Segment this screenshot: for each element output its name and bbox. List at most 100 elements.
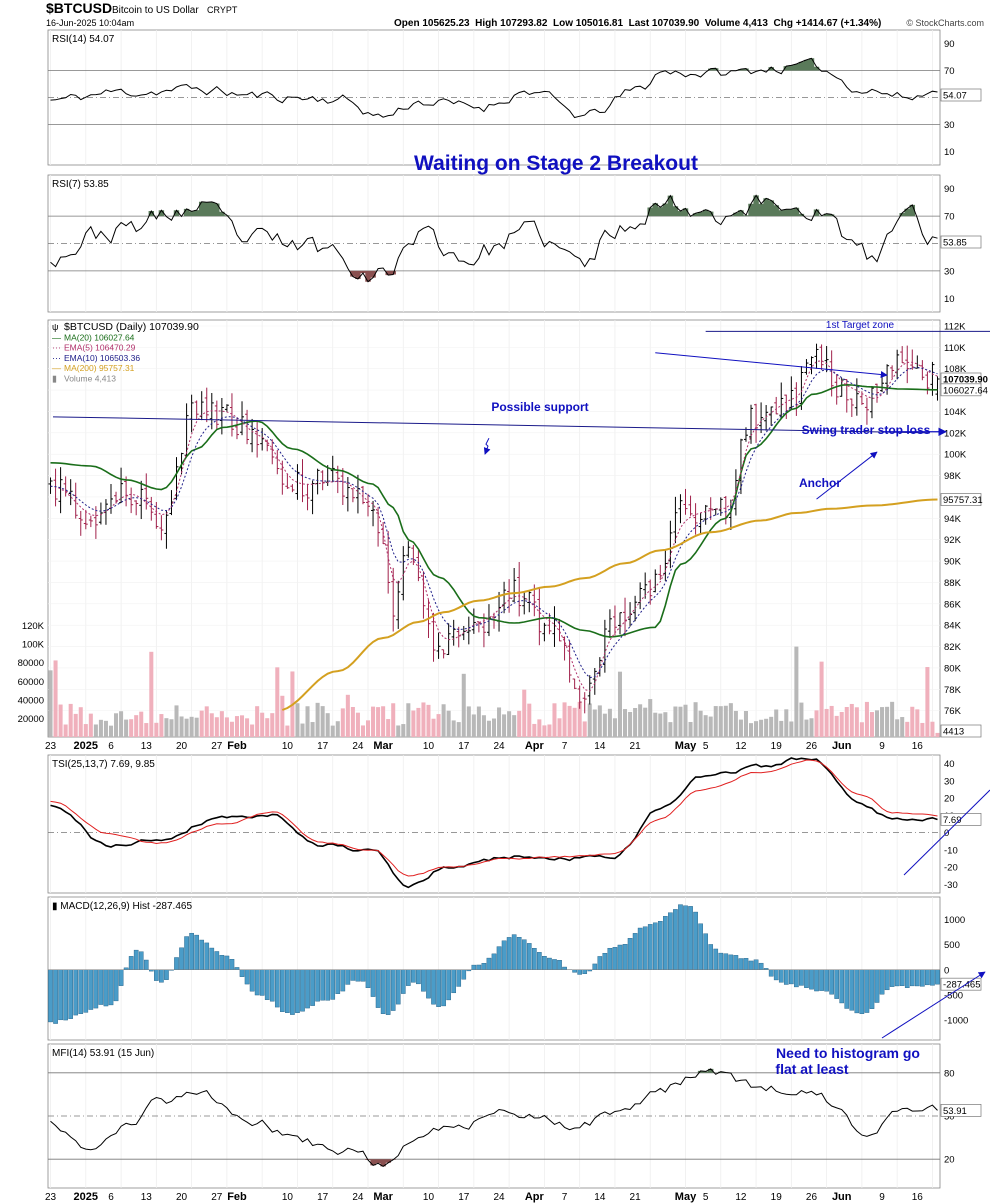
volume-tick-label: 80000 [18,658,44,669]
rsi7-panel-oversold-fill [350,270,396,282]
volume-bar [512,715,517,737]
mfi-panel-line [50,1068,938,1167]
volume-bar [703,715,708,737]
macd-histogram-bar [688,906,693,970]
macd-histogram-bar [572,969,577,973]
macd-histogram-bar [395,969,401,1005]
volume-bar [577,701,582,737]
macd-histogram-bar [915,969,920,987]
volume-bar [738,719,743,737]
volume-bar [275,667,280,737]
macd-histogram-bar [406,969,411,986]
mfi-panel-overbought-fill [697,1068,729,1073]
headline-annotation: Waiting on Stage 2 Breakout [414,152,698,175]
macd-histogram-bar [486,957,492,970]
volume-bar [869,712,874,737]
volume-bar [648,699,653,737]
x-axis-label: 9 [879,741,885,752]
volume-bar [799,702,804,737]
x-axis-label-bottom: 14 [594,1192,606,1203]
x-axis-label: 27 [211,741,223,752]
macd-histogram-bar [683,905,688,970]
volume-bar [320,706,325,737]
rsi14-panel-tick-label: 30 [944,120,955,131]
macd-histogram-bar [698,923,703,970]
x-axis-label: 24 [352,741,364,752]
mfi-panel-tick-label: 80 [944,1068,955,1079]
volume-bar [461,673,466,737]
macd-histogram-bar [703,933,708,970]
macd-histogram-bar [753,959,759,970]
volume-bar [83,724,88,737]
macd-histogram-bar [174,957,179,970]
x-axis-label: 19 [771,741,783,752]
x-axis-label: 12 [735,741,747,752]
x-axis-label: 17 [458,741,470,752]
tsi-panel-tick-label: 20 [944,794,955,805]
price-tick-label: 82K [944,642,962,653]
macd-histogram-bar [935,969,940,985]
rsi7-value-tag: 53.85 [943,238,967,249]
tsi-panel-tick-label: -10 [944,845,958,856]
macd-histogram-bar [471,964,477,970]
volume-tick-label: 20000 [18,714,44,725]
macd-histogram-bar [48,969,53,1023]
volume-bar [814,710,819,737]
volume-bar [764,718,769,737]
macd-histogram-bar [78,969,84,1014]
volume-bar [623,709,628,737]
legend-swatch-ema5: ··· [52,343,61,353]
volume-bar [340,708,345,737]
macd-histogram-bar [431,969,436,1005]
volume-bar [285,725,290,737]
macd-histogram-bar [748,960,754,970]
macd-histogram-bar [809,969,814,990]
volume-bar [396,725,401,737]
macd-histogram-bar [909,969,915,987]
volume-bar [804,719,809,737]
tsi-panel-title: TSI(25,13,7) 7.69, 9.85 [52,759,155,770]
macd-histogram-bar [335,969,341,994]
volume-bar [476,706,481,737]
x-axis-label-bottom: 24 [493,1192,505,1203]
macd-histogram-bar [280,969,285,1012]
support-line [52,416,931,434]
x-axis-label: Mar [373,740,393,752]
x-axis-label-bottom: 6 [108,1192,114,1203]
mfi-value-tag: 53.91 [943,1106,967,1117]
macd-histogram-bar [728,954,734,970]
x-axis-label: 16 [912,741,924,752]
x-axis-label: 14 [594,741,606,752]
volume-bar [507,711,512,737]
volume-bar [854,707,859,737]
target-zone-annotation: 1st Target zone [826,320,895,331]
rsi14-panel-title: RSI(14) 54.07 [52,34,115,45]
legend-swatch-ma200: — [52,363,61,373]
volume-bar [688,721,693,737]
volume-bar [587,703,592,737]
volume-bar [784,709,789,737]
volume-bar [93,724,98,737]
support-annotation: Possible support [491,400,588,414]
volume-bar [522,689,527,737]
macd-histogram-bar [164,969,169,980]
macd-histogram-bar [642,926,648,970]
macd-histogram-bar [859,969,865,1014]
x-axis-label: 5 [703,741,709,752]
volume-bar [658,713,663,737]
macd-histogram-bar [678,904,683,970]
macd-histogram-bar [93,969,99,1009]
macd-histogram-bar [738,958,744,970]
macd-histogram-bar [154,969,159,981]
x-axis-label-bottom: 17 [458,1192,470,1203]
macd-histogram-bar [400,969,406,994]
mfi-panel-tick-label: 50 [944,1112,955,1123]
volume-bar [401,724,406,737]
volume-bar [562,702,567,737]
macd-histogram-bar [229,959,235,970]
macd-histogram-bar [416,969,421,985]
volume-bar [859,722,864,737]
volume-bar [391,703,396,737]
price-tick-label: 100K [944,450,967,461]
price-tick-label: 108K [944,364,967,375]
